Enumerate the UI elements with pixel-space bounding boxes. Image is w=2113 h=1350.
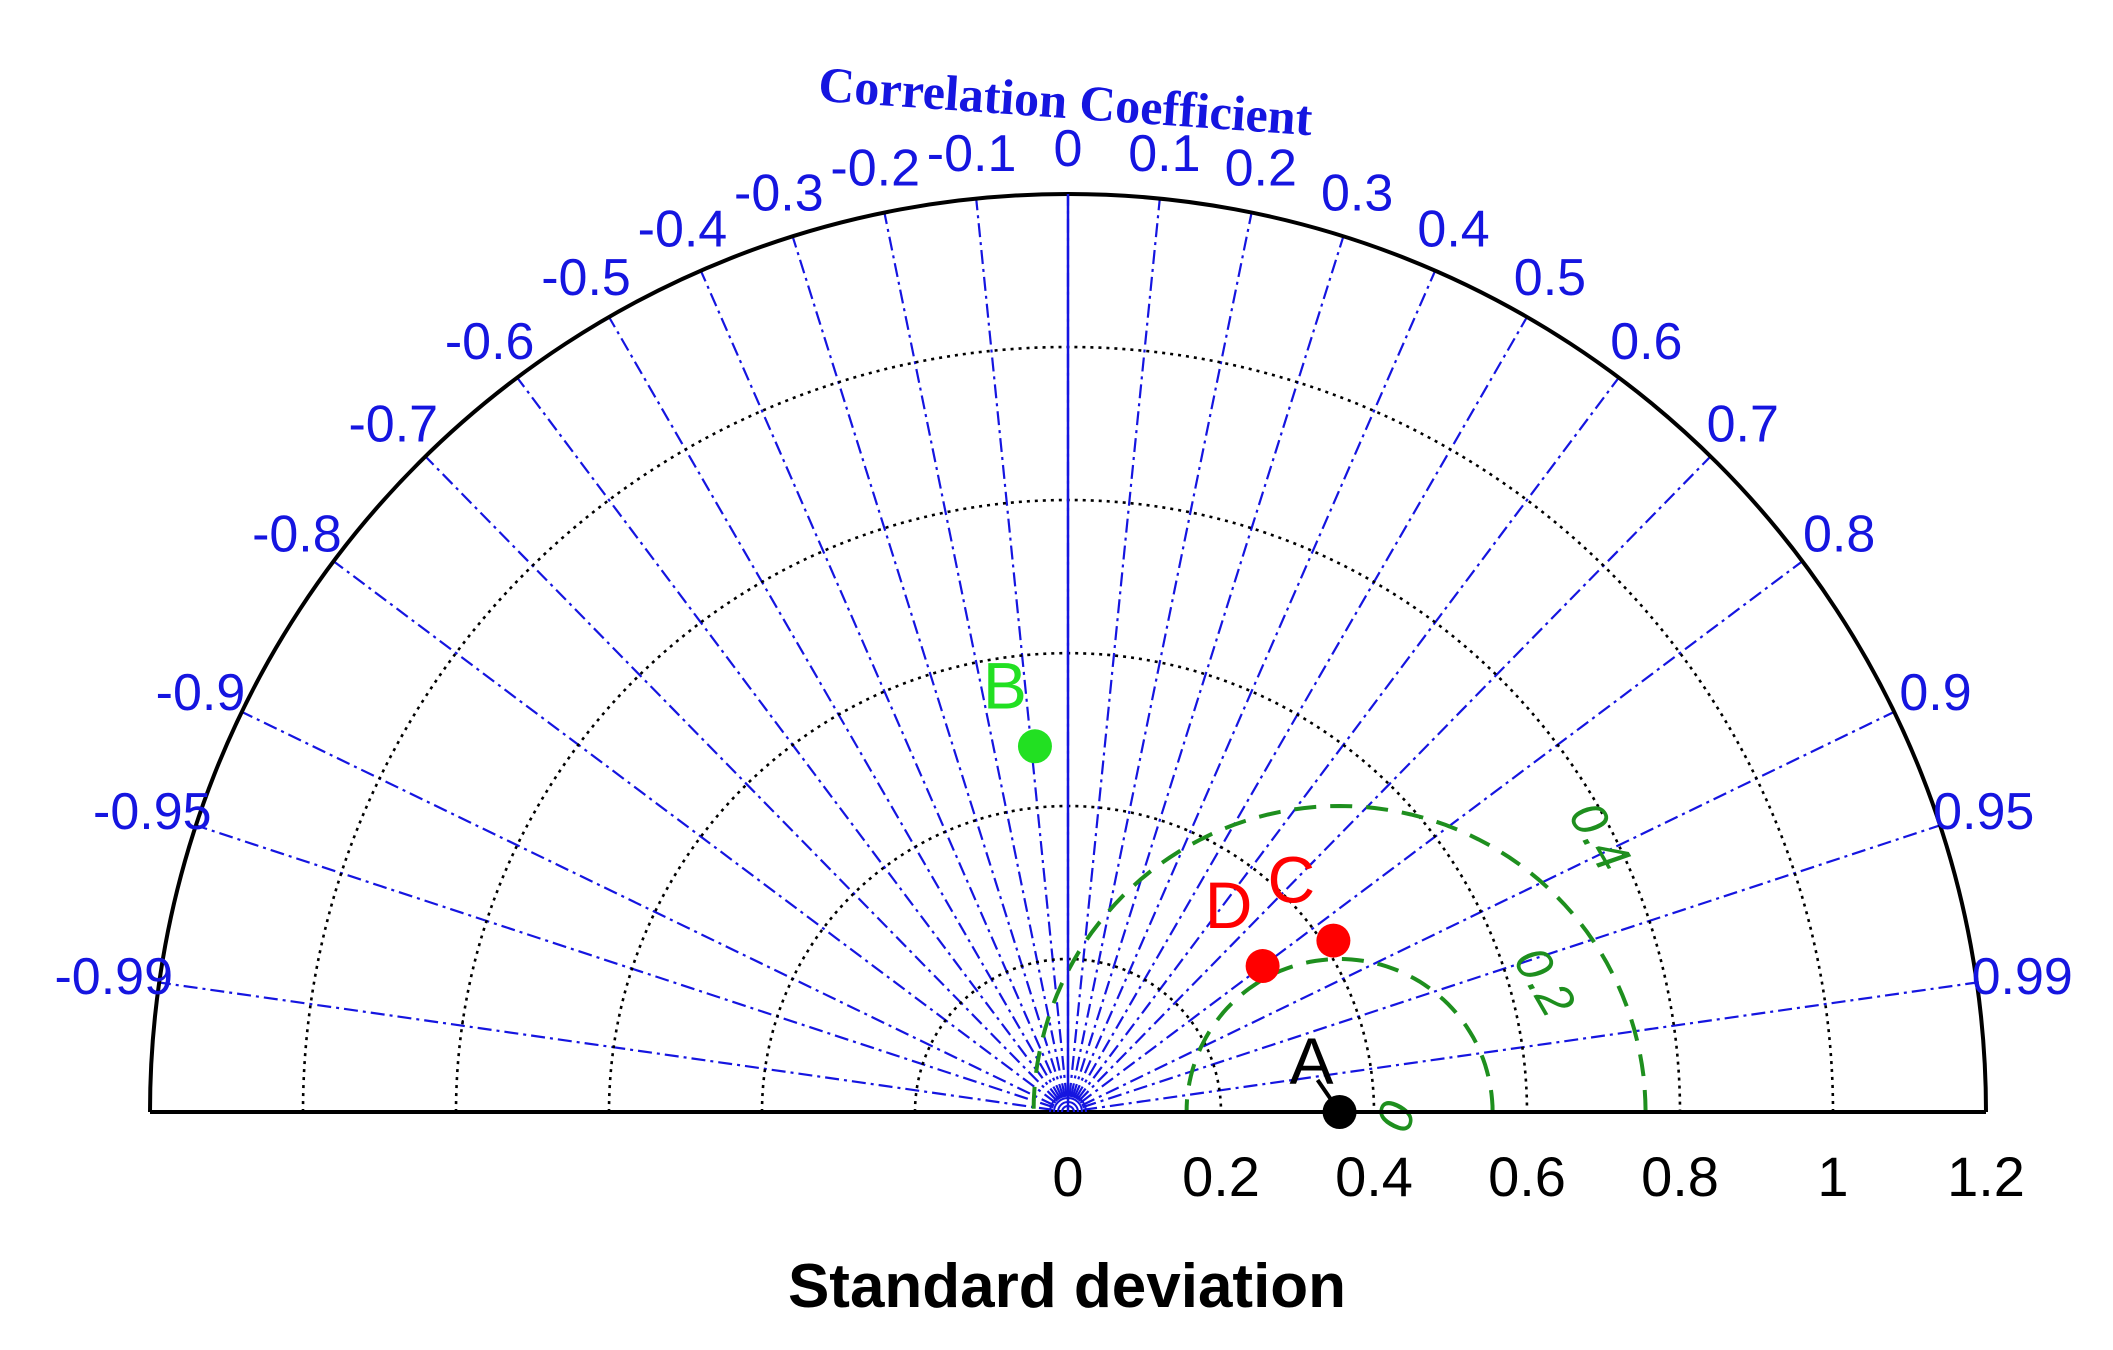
std-tick-label-0p4: 0.4 (1335, 1145, 1413, 1208)
corr-line-neg-0p95 (195, 824, 1054, 1109)
diagram-frame (148, 192, 1988, 1114)
corr-tick-label-neg-0p7: -0.7 (348, 396, 438, 454)
corr-line-neg-0p4 (699, 270, 1063, 1099)
corr-tick-label-neg-0p99: -0.99 (54, 948, 173, 1006)
corr-tick-label-0p99: 0.99 (1972, 948, 2073, 1006)
corr-line-0p9 (1081, 710, 1895, 1107)
corr-line-neg-0p99 (159, 981, 1054, 1111)
origin-fan-ring (1053, 1097, 1083, 1113)
corr-line-neg-0p8 (332, 560, 1057, 1104)
corr-tick-label-neg-0p3: -0.3 (734, 164, 824, 222)
corr-line-neg-0p3 (791, 235, 1065, 1098)
point-label-a: A (1290, 1024, 1334, 1098)
point-label-d: D (1205, 868, 1253, 942)
corr-tick-label-neg-0p5: -0.5 (541, 249, 631, 307)
point-d (1245, 949, 1280, 984)
corr-line-0p3 (1071, 235, 1345, 1098)
corr-line-neg-0p7 (424, 455, 1059, 1102)
corr-line-0p8 (1079, 560, 1804, 1104)
std-tick-label-0p6: 0.6 (1488, 1145, 1566, 1208)
rms-contour-label-0: 0 (1365, 1095, 1427, 1139)
std-tick-label-1: 1 (1817, 1145, 1848, 1208)
corr-tick-label-neg-0p9: -0.9 (156, 664, 246, 722)
corr-line-0p1 (1068, 198, 1161, 1097)
point-label-c: C (1268, 843, 1316, 917)
corr-tick-label-neg-0p4: -0.4 (638, 201, 728, 259)
corr-tick-label-0p9: 0.9 (1899, 664, 1971, 722)
rms-contours: 00.20.4 (1031, 792, 1648, 1139)
corr-line-0p7 (1077, 455, 1712, 1102)
corr-line-neg-0p6 (516, 376, 1060, 1101)
corr-tick-label-neg-0p6: -0.6 (445, 313, 535, 371)
origin-fan-ring (1057, 1101, 1079, 1113)
std-tick-label-0p2: 0.2 (1182, 1145, 1260, 1208)
corr-tick-label-neg-0p2: -0.2 (830, 140, 920, 198)
corr-tick-label-0p7: 0.7 (1707, 396, 1779, 454)
origin-fan-ring (1049, 1093, 1087, 1113)
rms-contour-label-0p2: 0.2 (1503, 937, 1586, 1025)
corr-tick-label-0p3: 0.3 (1321, 164, 1393, 222)
corr-line-0p6 (1076, 376, 1620, 1101)
corr-tick-label-0p8: 0.8 (1803, 506, 1875, 564)
corr-tick-label-0p2: 0.2 (1225, 140, 1297, 198)
point-a-leader (1315, 1078, 1342, 1114)
origin-fan-ring (1061, 1105, 1075, 1113)
std-tick-labels: 0 0.2 0.4 0.6 0.8 1 1.2 (1052, 1145, 2025, 1208)
corr-tick-label-0p4: 0.4 (1417, 201, 1489, 259)
point-b (1017, 729, 1052, 764)
corr-line-0p4 (1073, 270, 1437, 1099)
corr-line-neg-0p5 (608, 316, 1062, 1100)
corr-tick-label-0p1: 0.1 (1128, 125, 1200, 183)
corr-line-0p5 (1074, 316, 1528, 1100)
point-label-b: B (983, 648, 1027, 722)
corr-line-0p2 (1069, 212, 1253, 1098)
corr-line-neg-0p1 (975, 198, 1068, 1097)
data-points: A B CD (983, 648, 1357, 1129)
x-axis-title: Standard deviation (788, 1252, 1346, 1321)
correlation-grid-lines (159, 194, 1977, 1111)
corr-tick-label-neg-0p1: -0.1 (927, 125, 1017, 183)
corr-tick-label-neg-0p95: -0.95 (93, 783, 212, 841)
correlation-tick-labels: -0.99-0.95-0.9-0.8-0.7-0.6-0.5-0.4-0.3 -0… (54, 120, 2072, 1006)
corr-line-neg-0p2 (883, 212, 1067, 1098)
rms-contour-0p2 (1184, 956, 1495, 1113)
point-c (1316, 923, 1351, 958)
rms-contour-0p4 (1031, 803, 1648, 1113)
std-tick-label-0: 0 (1052, 1145, 1083, 1208)
corr-tick-label-0p95: 0.95 (1933, 783, 2034, 841)
corr-tick-label-0p5: 0.5 (1514, 249, 1586, 307)
corr-line-0p95 (1082, 824, 1941, 1109)
corr-tick-label-0: 0 (1054, 120, 1083, 178)
corr-line-0p99 (1082, 981, 1977, 1111)
std-tick-label-0p8: 0.8 (1641, 1145, 1719, 1208)
corr-line-neg-0p9 (241, 710, 1055, 1107)
corr-tick-label-0p6: 0.6 (1610, 313, 1682, 371)
std-tick-label-1p2: 1.2 (1947, 1145, 2025, 1208)
corr-tick-label-neg-0p8: -0.8 (252, 506, 342, 564)
